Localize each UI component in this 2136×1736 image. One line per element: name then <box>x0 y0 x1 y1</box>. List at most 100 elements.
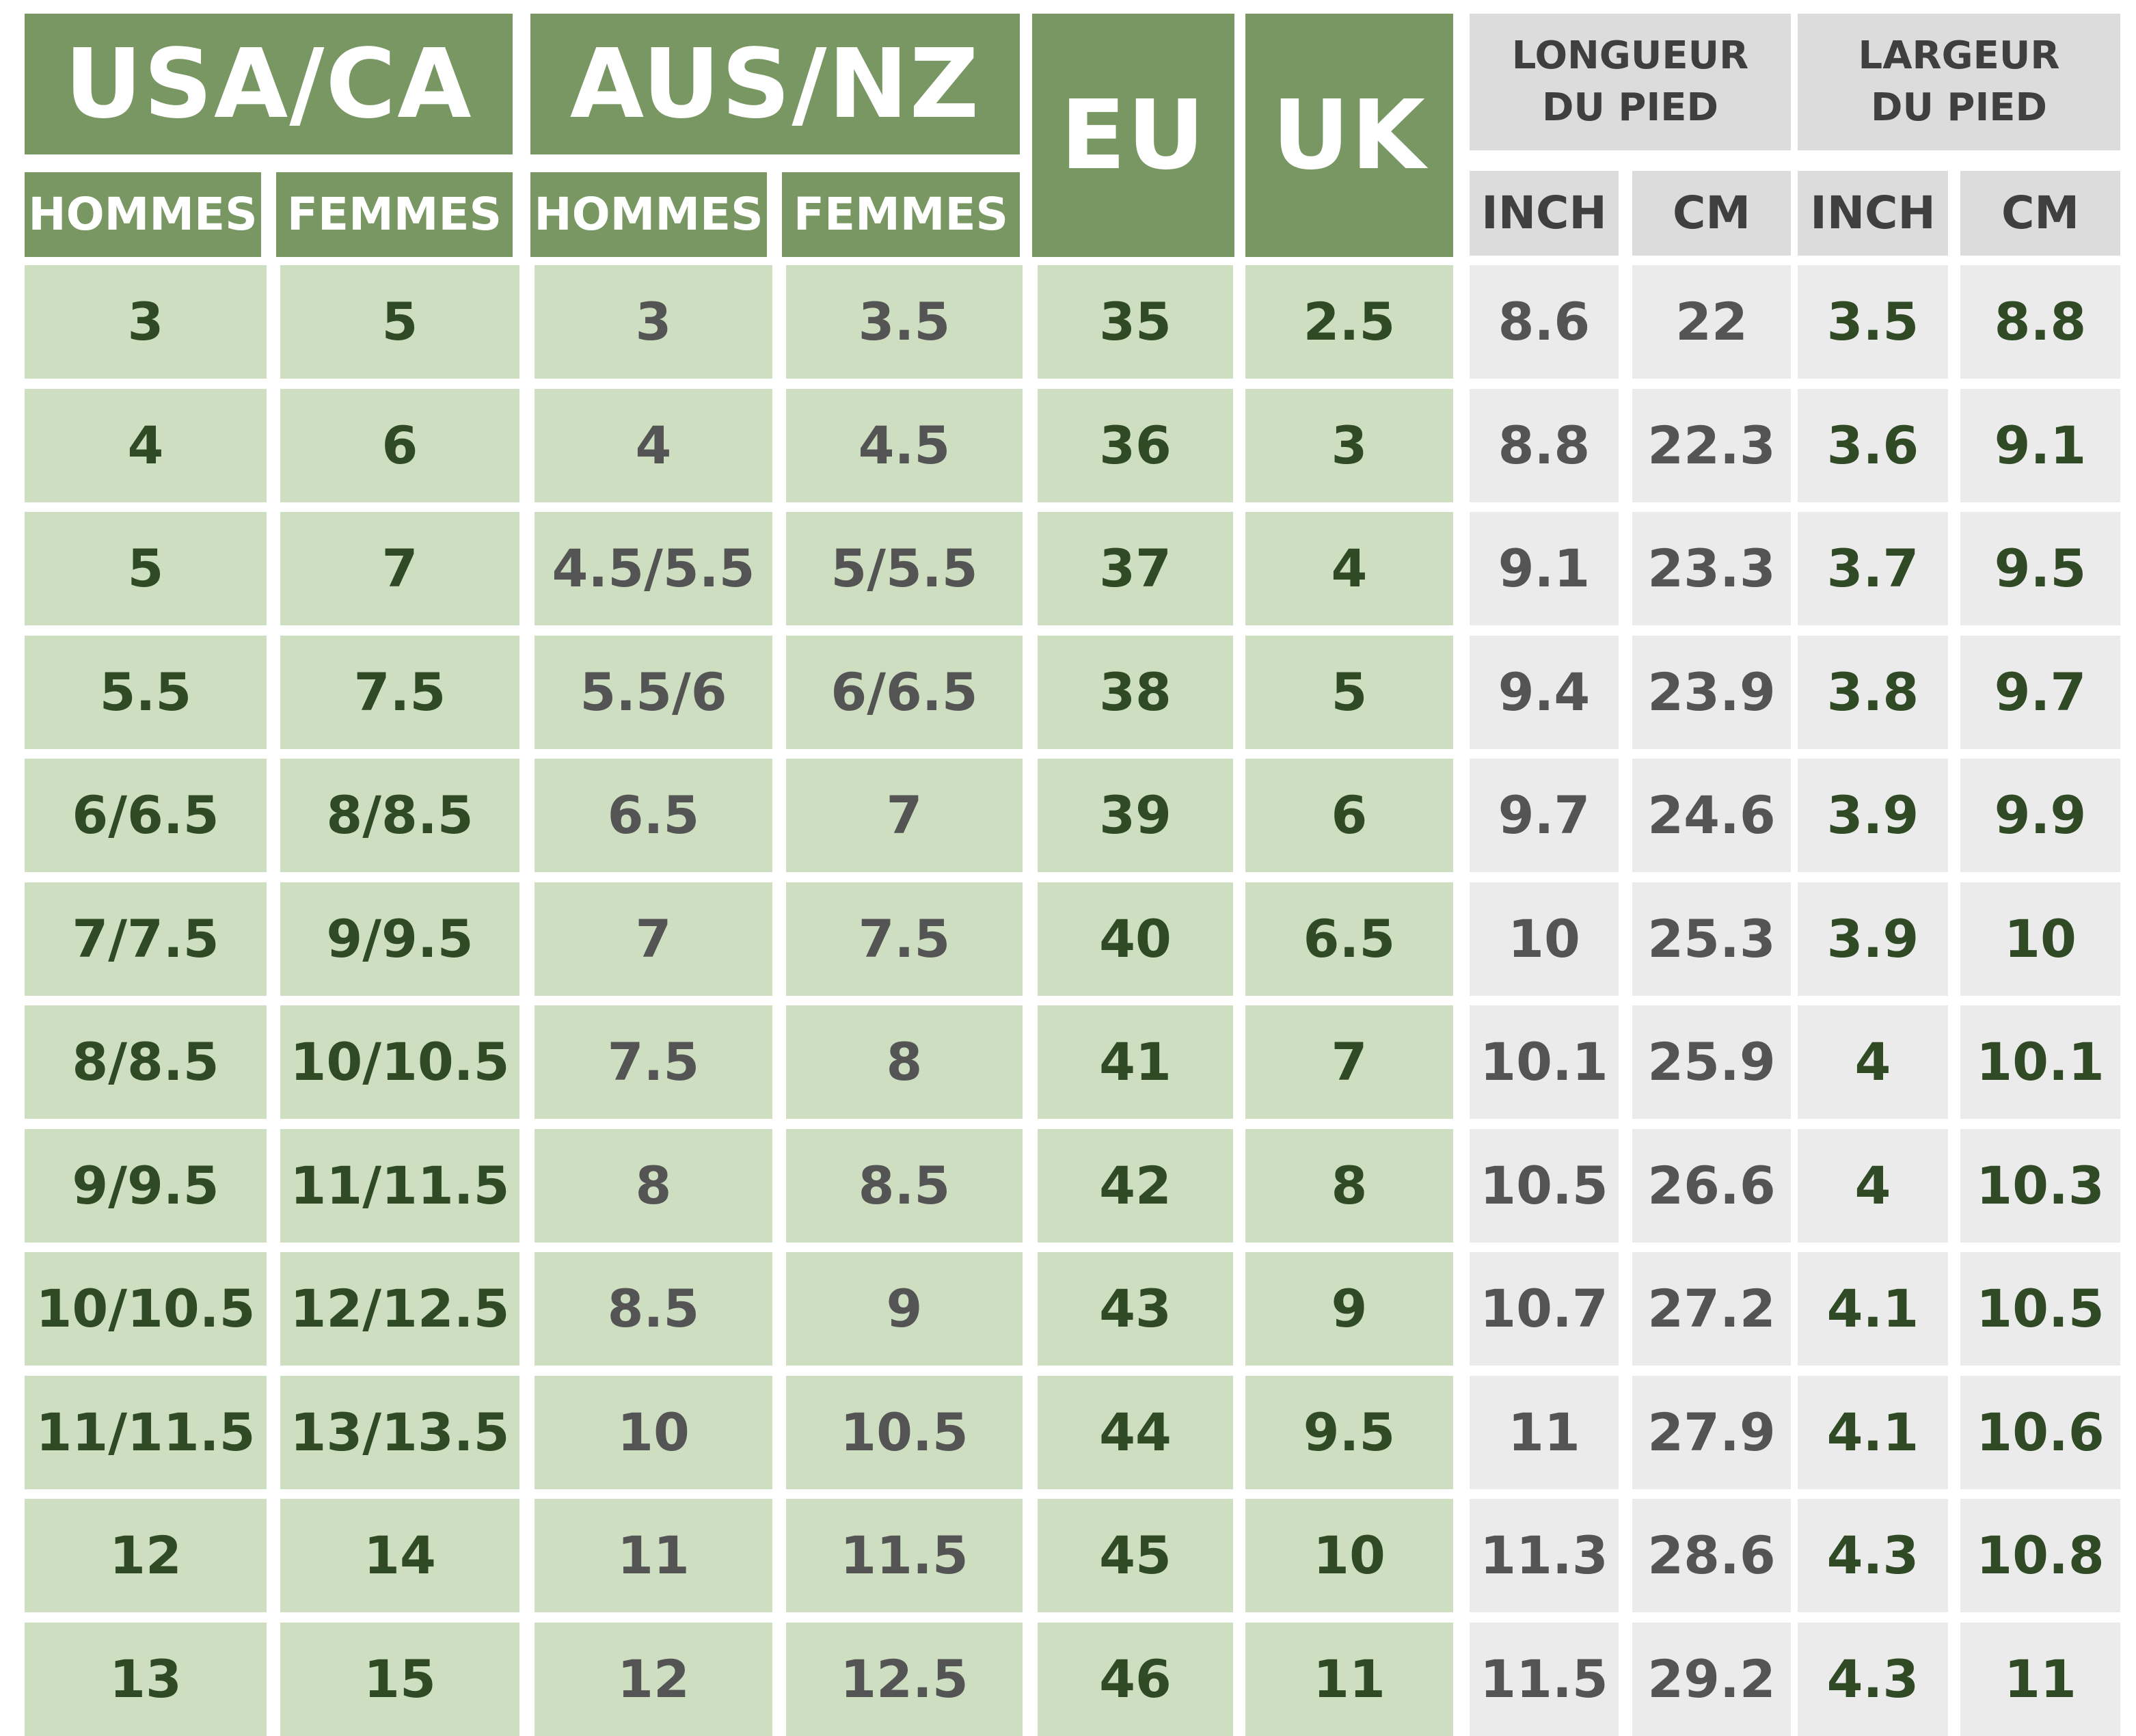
cell-uk: 6.5 <box>1245 882 1453 996</box>
cell-longueur-cm: 25.3 <box>1632 882 1791 996</box>
cell-largeur-inch: 3.9 <box>1798 882 1948 996</box>
cell-aus-femmes: 8 <box>786 1005 1023 1119</box>
header-uk: UK <box>1245 14 1453 257</box>
cell-longueur-cm: 22 <box>1632 265 1791 379</box>
cell-usa-femmes: 7 <box>280 512 519 625</box>
cell-usa-hommes: 8/8.5 <box>25 1005 267 1119</box>
header-usa-ca: USA/CA <box>25 14 513 154</box>
cell-longueur-inch: 10.5 <box>1470 1129 1619 1243</box>
cell-aus-femmes: 10.5 <box>786 1376 1023 1489</box>
cell-longueur-inch: 9.7 <box>1470 759 1619 872</box>
cell-usa-hommes: 4 <box>25 389 267 502</box>
subheader-largeur-cm: CM <box>1960 171 2120 256</box>
cell-eu: 37 <box>1038 512 1233 625</box>
subheader-aus-hommes: HOMMES <box>530 172 767 257</box>
cell-aus-hommes: 3 <box>535 265 772 379</box>
subheader-longueur-cm: CM <box>1632 171 1791 256</box>
cell-largeur-inch: 3.5 <box>1798 265 1948 379</box>
cell-longueur-inch: 10.1 <box>1470 1005 1619 1119</box>
cell-usa-femmes: 9/9.5 <box>280 882 519 996</box>
cell-usa-hommes: 13 <box>25 1623 267 1736</box>
cell-longueur-cm: 27.9 <box>1632 1376 1791 1489</box>
cell-largeur-inch: 4.3 <box>1798 1499 1948 1612</box>
cell-aus-femmes: 3.5 <box>786 265 1023 379</box>
header-aus-nz: AUS/NZ <box>530 14 1020 154</box>
cell-eu: 35 <box>1038 265 1233 379</box>
cell-usa-femmes: 12/12.5 <box>280 1252 519 1366</box>
cell-longueur-inch: 9.1 <box>1470 512 1619 625</box>
cell-usa-hommes: 12 <box>25 1499 267 1612</box>
subheader-largeur-inch: INCH <box>1798 171 1948 256</box>
cell-aus-femmes: 5/5.5 <box>786 512 1023 625</box>
cell-largeur-inch: 3.8 <box>1798 636 1948 749</box>
cell-usa-hommes: 9/9.5 <box>25 1129 267 1243</box>
cell-longueur-inch: 8.8 <box>1470 389 1619 502</box>
cell-uk: 9.5 <box>1245 1376 1453 1489</box>
cell-uk: 8 <box>1245 1129 1453 1243</box>
cell-largeur-cm: 10.6 <box>1960 1376 2120 1489</box>
cell-aus-femmes: 12.5 <box>786 1623 1023 1736</box>
header-longueur-du-pied: LONGUEUR DU PIED <box>1470 14 1791 150</box>
header-largeur-du-pied: LARGEUR DU PIED <box>1798 14 2120 150</box>
cell-uk: 9 <box>1245 1252 1453 1366</box>
cell-aus-femmes: 11.5 <box>786 1499 1023 1612</box>
subheader-usa-hommes: HOMMES <box>25 172 261 257</box>
cell-aus-hommes: 12 <box>535 1623 772 1736</box>
cell-aus-hommes: 4.5/5.5 <box>535 512 772 625</box>
cell-aus-femmes: 6/6.5 <box>786 636 1023 749</box>
cell-usa-hommes: 11/11.5 <box>25 1376 267 1489</box>
cell-aus-hommes: 7 <box>535 882 772 996</box>
cell-uk: 10 <box>1245 1499 1453 1612</box>
cell-largeur-inch: 3.6 <box>1798 389 1948 502</box>
cell-uk: 4 <box>1245 512 1453 625</box>
cell-aus-hommes: 5.5/6 <box>535 636 772 749</box>
cell-longueur-inch: 11.3 <box>1470 1499 1619 1612</box>
cell-longueur-cm: 28.6 <box>1632 1499 1791 1612</box>
cell-aus-femmes: 4.5 <box>786 389 1023 502</box>
cell-largeur-cm: 11 <box>1960 1623 2120 1736</box>
cell-largeur-inch: 3.9 <box>1798 759 1948 872</box>
cell-aus-hommes: 8.5 <box>535 1252 772 1366</box>
cell-aus-hommes: 11 <box>535 1499 772 1612</box>
cell-largeur-cm: 9.1 <box>1960 389 2120 502</box>
cell-usa-femmes: 7.5 <box>280 636 519 749</box>
cell-aus-hommes: 4 <box>535 389 772 502</box>
cell-eu: 39 <box>1038 759 1233 872</box>
cell-largeur-cm: 10.8 <box>1960 1499 2120 1612</box>
cell-largeur-cm: 9.7 <box>1960 636 2120 749</box>
cell-longueur-inch: 9.4 <box>1470 636 1619 749</box>
cell-eu: 44 <box>1038 1376 1233 1489</box>
cell-eu: 46 <box>1038 1623 1233 1736</box>
cell-eu: 38 <box>1038 636 1233 749</box>
cell-uk: 2.5 <box>1245 265 1453 379</box>
cell-usa-hommes: 5.5 <box>25 636 267 749</box>
cell-longueur-cm: 22.3 <box>1632 389 1791 502</box>
cell-usa-femmes: 13/13.5 <box>280 1376 519 1489</box>
cell-longueur-inch: 11.5 <box>1470 1623 1619 1736</box>
cell-longueur-cm: 23.9 <box>1632 636 1791 749</box>
cell-uk: 7 <box>1245 1005 1453 1119</box>
cell-aus-femmes: 8.5 <box>786 1129 1023 1243</box>
cell-longueur-cm: 27.2 <box>1632 1252 1791 1366</box>
cell-largeur-cm: 10.5 <box>1960 1252 2120 1366</box>
cell-eu: 40 <box>1038 882 1233 996</box>
cell-aus-femmes: 9 <box>786 1252 1023 1366</box>
cell-largeur-inch: 3.7 <box>1798 512 1948 625</box>
cell-largeur-inch: 4 <box>1798 1005 1948 1119</box>
cell-aus-femmes: 7.5 <box>786 882 1023 996</box>
cell-aus-femmes: 7 <box>786 759 1023 872</box>
header-eu: EU <box>1032 14 1234 257</box>
cell-usa-femmes: 10/10.5 <box>280 1005 519 1119</box>
cell-eu: 41 <box>1038 1005 1233 1119</box>
cell-longueur-cm: 25.9 <box>1632 1005 1791 1119</box>
cell-usa-hommes: 7/7.5 <box>25 882 267 996</box>
cell-eu: 43 <box>1038 1252 1233 1366</box>
cell-longueur-inch: 8.6 <box>1470 265 1619 379</box>
cell-usa-hommes: 6/6.5 <box>25 759 267 872</box>
cell-usa-femmes: 11/11.5 <box>280 1129 519 1243</box>
cell-usa-hommes: 10/10.5 <box>25 1252 267 1366</box>
cell-longueur-inch: 10.7 <box>1470 1252 1619 1366</box>
cell-longueur-cm: 26.6 <box>1632 1129 1791 1243</box>
cell-eu: 45 <box>1038 1499 1233 1612</box>
cell-usa-hommes: 3 <box>25 265 267 379</box>
